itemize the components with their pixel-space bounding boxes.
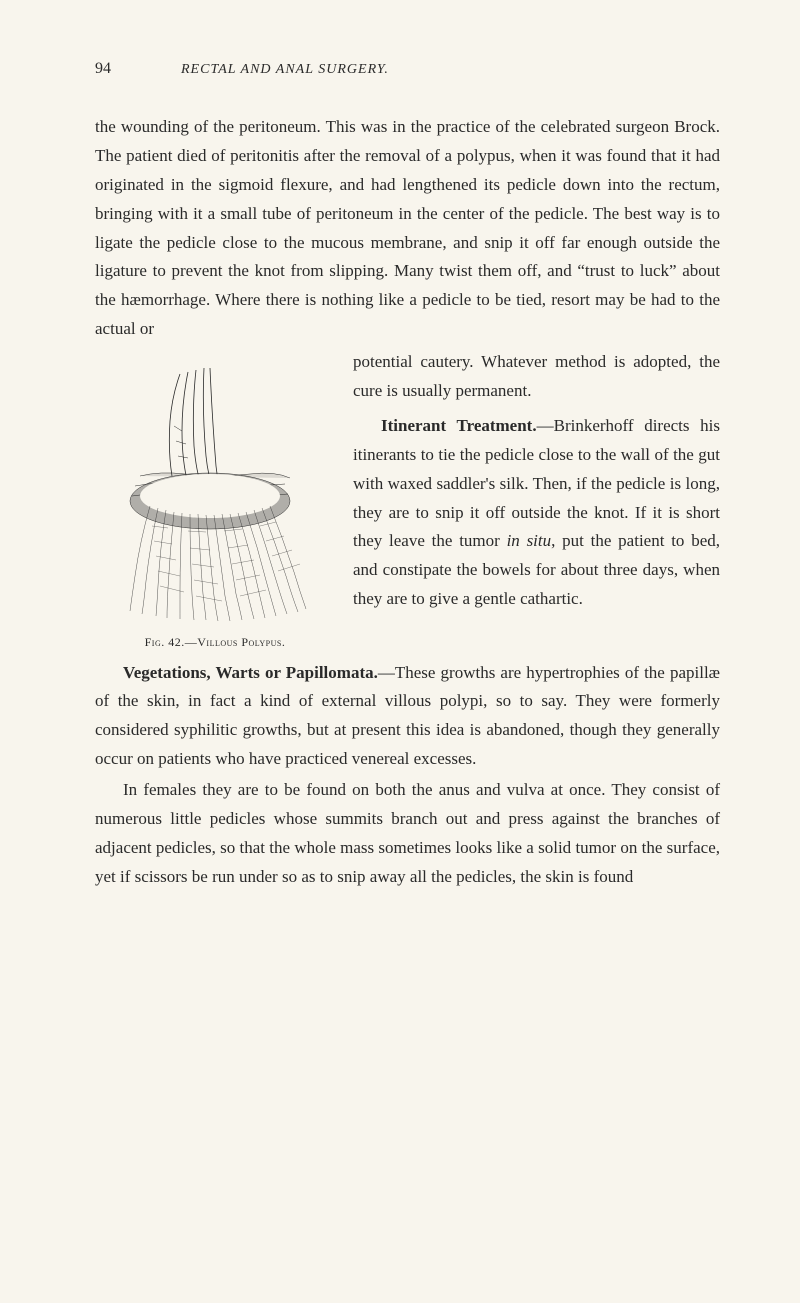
figure-caption: Fig. 42.—Villous Polypus.	[95, 632, 335, 652]
opening-paragraph: the wounding of the peritoneum. This was…	[95, 113, 720, 344]
float-section: Fig. 42.—Villous Polypus. potential caut…	[95, 348, 720, 656]
figure-caption-name: Villous Polypus.	[197, 635, 285, 649]
figure-caption-prefix: Fig. 42.—	[145, 635, 198, 649]
females-paragraph: In females they are to be found on both …	[95, 776, 720, 892]
itinerant-heading: Itinerant Treatment.	[381, 416, 537, 435]
villous-polypus-illustration	[110, 356, 320, 626]
figure-42: Fig. 42.—Villous Polypus.	[95, 356, 335, 652]
body-text: the wounding of the peritoneum. This was…	[95, 113, 720, 892]
vegetations-heading: Vegetations, Warts or Papillomata.	[123, 663, 378, 682]
running-title: RECTAL AND ANAL SURGERY.	[181, 62, 389, 78]
vegetations-paragraph: Vegetations, Warts or Papillomata.—These…	[95, 659, 720, 775]
page: 94 RECTAL AND ANAL SURGERY. the wounding…	[0, 0, 800, 1303]
page-number: 94	[95, 60, 111, 78]
float-intro-text: potential cautery. Whatever method is ad…	[353, 352, 720, 400]
page-header: 94 RECTAL AND ANAL SURGERY.	[95, 60, 720, 78]
itinerant-italic: in situ	[507, 531, 552, 550]
